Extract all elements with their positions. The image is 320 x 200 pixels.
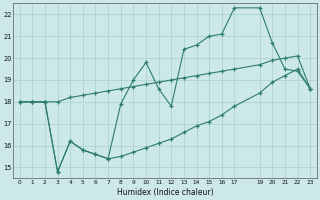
- X-axis label: Humidex (Indice chaleur): Humidex (Indice chaleur): [116, 188, 213, 197]
